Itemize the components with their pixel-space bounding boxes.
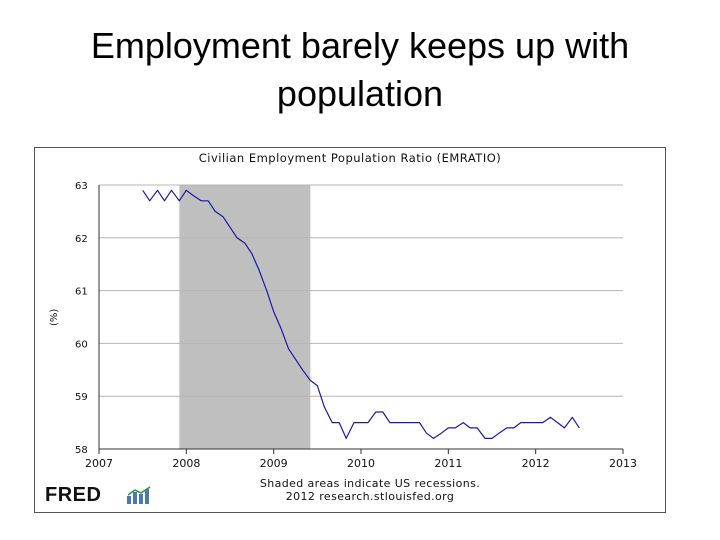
y-axis-label: (%) <box>49 308 60 326</box>
footnote-line-1: Shaded areas indicate US recessions. <box>259 477 481 490</box>
footnote-line-2: 2012 research.stlouisfed.org <box>285 490 455 503</box>
fred-chart-icon <box>127 486 151 504</box>
chart-footnote: Shaded areas indicate US recessions. 201… <box>225 477 515 503</box>
slide-title: Employment barely keeps up with populati… <box>0 22 720 118</box>
chart-title: Civilian Employment Population Ratio (EM… <box>198 151 502 165</box>
y-tick-label: 58 <box>75 445 88 456</box>
x-tick-label: 2011 <box>434 457 462 470</box>
x-tick-label: 2012 <box>522 457 550 470</box>
x-tick-label: 2007 <box>85 457 113 470</box>
y-tick-label: 60 <box>75 339 88 350</box>
x-tick-label: 2008 <box>172 457 200 470</box>
fred-logo: FRED <box>45 484 102 506</box>
y-tick-label: 61 <box>75 287 88 298</box>
slide-title-line-2: population <box>276 73 444 114</box>
x-tick-label: 2013 <box>609 457 637 470</box>
x-tick-label: 2009 <box>260 457 288 470</box>
employment-ratio-chart: 58 59 60 61 62 63 2007 2008 2009 2010 2011 2012 2013 <box>75 181 637 470</box>
series-line-emratio <box>142 189 580 439</box>
y-tick-label: 59 <box>75 392 88 403</box>
slide-title-line-1: Employment barely keeps up with <box>90 25 630 66</box>
x-tick-label: 2010 <box>347 457 375 470</box>
chart-frame: 58 59 60 61 62 63 2007 2008 2009 2010 2011 2012 2013… <box>34 147 666 513</box>
recession-shading <box>179 185 311 449</box>
y-tick-label: 62 <box>75 234 88 245</box>
y-tick-label: 63 <box>75 181 88 192</box>
